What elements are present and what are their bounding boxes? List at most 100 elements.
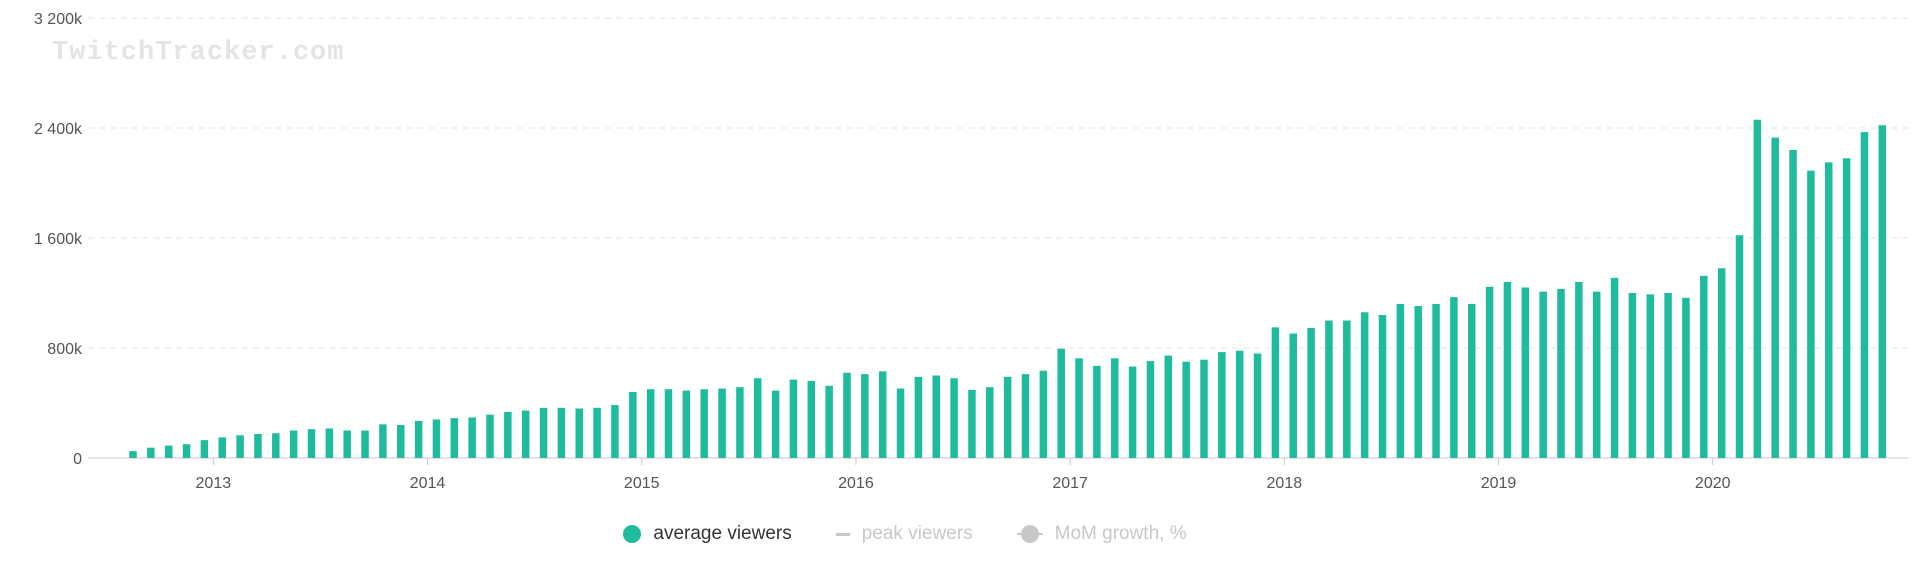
bar[interactable] <box>1789 150 1797 458</box>
bar[interactable] <box>289 430 298 459</box>
bar[interactable] <box>807 381 816 458</box>
bar[interactable] <box>1592 291 1601 458</box>
bar[interactable] <box>397 425 405 458</box>
bar[interactable] <box>1700 275 1708 458</box>
bar[interactable] <box>1825 162 1833 458</box>
bar[interactable] <box>432 419 441 459</box>
bar[interactable] <box>1842 158 1851 458</box>
bar[interactable] <box>1289 333 1298 458</box>
bar[interactable] <box>861 374 869 458</box>
bar[interactable] <box>700 389 708 458</box>
bar[interactable] <box>236 435 244 458</box>
bar[interactable] <box>1235 350 1244 458</box>
bar[interactable] <box>1325 320 1333 459</box>
bar[interactable] <box>200 440 209 458</box>
bar[interactable] <box>325 428 334 458</box>
bar[interactable] <box>539 407 548 458</box>
bar[interactable] <box>1021 374 1030 458</box>
bar[interactable] <box>1271 327 1280 458</box>
bar[interactable] <box>1200 359 1208 458</box>
bar[interactable] <box>1378 315 1387 458</box>
bar[interactable] <box>1414 306 1422 458</box>
bar[interactable] <box>182 444 191 458</box>
bar[interactable] <box>646 389 655 458</box>
bar[interactable] <box>968 389 976 458</box>
bar[interactable] <box>718 388 726 458</box>
bar[interactable] <box>557 407 566 458</box>
bar[interactable] <box>468 417 476 458</box>
legend-item-mom-growth[interactable]: MoM growth, % <box>1016 523 1187 545</box>
bar[interactable] <box>1539 291 1547 458</box>
bar[interactable] <box>1717 268 1726 458</box>
bar[interactable] <box>1521 287 1530 459</box>
bar[interactable] <box>1771 137 1779 458</box>
bar[interactable] <box>1128 366 1137 458</box>
bar[interactable] <box>1610 277 1619 458</box>
bar[interactable] <box>450 418 459 458</box>
bar[interactable] <box>1003 376 1012 458</box>
bar[interactable] <box>521 410 530 458</box>
bar[interactable] <box>878 371 887 458</box>
bar[interactable] <box>1503 282 1512 458</box>
bar[interactable] <box>1343 320 1351 459</box>
legend-item-average-viewers[interactable]: average viewers <box>623 523 792 545</box>
bar[interactable] <box>1807 170 1815 458</box>
bar[interactable] <box>682 390 691 458</box>
bar[interactable] <box>1753 119 1762 458</box>
bar[interactable] <box>1182 361 1190 458</box>
bar[interactable] <box>593 407 601 458</box>
bar[interactable] <box>896 388 905 458</box>
bar[interactable] <box>1111 358 1119 458</box>
bar[interactable] <box>1450 297 1458 458</box>
bar[interactable] <box>1628 293 1637 458</box>
bar[interactable] <box>1396 304 1405 458</box>
legend-item-peak-viewers[interactable]: peak viewers <box>835 523 973 545</box>
bar[interactable] <box>307 429 316 458</box>
bar[interactable] <box>218 437 227 458</box>
bar[interactable] <box>1860 132 1869 458</box>
bar[interactable] <box>629 392 637 458</box>
bar[interactable] <box>1307 328 1315 458</box>
bar[interactable] <box>664 389 673 458</box>
bar[interactable] <box>379 424 387 458</box>
bar[interactable] <box>932 375 941 459</box>
bar[interactable] <box>1557 288 1565 458</box>
bar[interactable] <box>754 378 762 458</box>
bar[interactable] <box>950 378 958 458</box>
bar[interactable] <box>1075 358 1083 458</box>
bar[interactable] <box>843 372 851 458</box>
bar[interactable] <box>1575 282 1583 458</box>
bar[interactable] <box>272 433 280 458</box>
bar[interactable] <box>986 387 994 458</box>
bar[interactable] <box>1664 293 1672 458</box>
bar[interactable] <box>789 379 798 458</box>
bar[interactable] <box>575 408 584 459</box>
bar[interactable] <box>414 420 423 458</box>
bar[interactable] <box>1468 304 1476 458</box>
bar[interactable] <box>1646 294 1655 458</box>
bar[interactable] <box>736 387 744 458</box>
bar[interactable] <box>1432 304 1440 458</box>
bar[interactable] <box>1057 348 1065 458</box>
bar[interactable] <box>1485 286 1494 458</box>
bar[interactable] <box>1093 365 1101 458</box>
bar[interactable] <box>164 445 173 458</box>
bar[interactable] <box>1218 352 1226 458</box>
bar[interactable] <box>825 385 833 458</box>
bar[interactable] <box>147 447 155 458</box>
bar[interactable] <box>1146 361 1155 458</box>
bar[interactable] <box>771 390 780 458</box>
bar[interactable] <box>1164 355 1173 458</box>
bar[interactable] <box>504 411 512 458</box>
bar[interactable] <box>611 405 619 458</box>
bar[interactable] <box>129 451 137 458</box>
bar[interactable] <box>361 430 369 459</box>
bar[interactable] <box>343 430 351 459</box>
bar[interactable] <box>1682 297 1690 458</box>
bar[interactable] <box>1253 353 1262 459</box>
bar[interactable] <box>254 433 262 458</box>
bar[interactable] <box>1735 235 1744 458</box>
bar[interactable] <box>486 414 494 458</box>
bar[interactable] <box>1878 125 1887 458</box>
bar[interactable] <box>1039 370 1048 458</box>
